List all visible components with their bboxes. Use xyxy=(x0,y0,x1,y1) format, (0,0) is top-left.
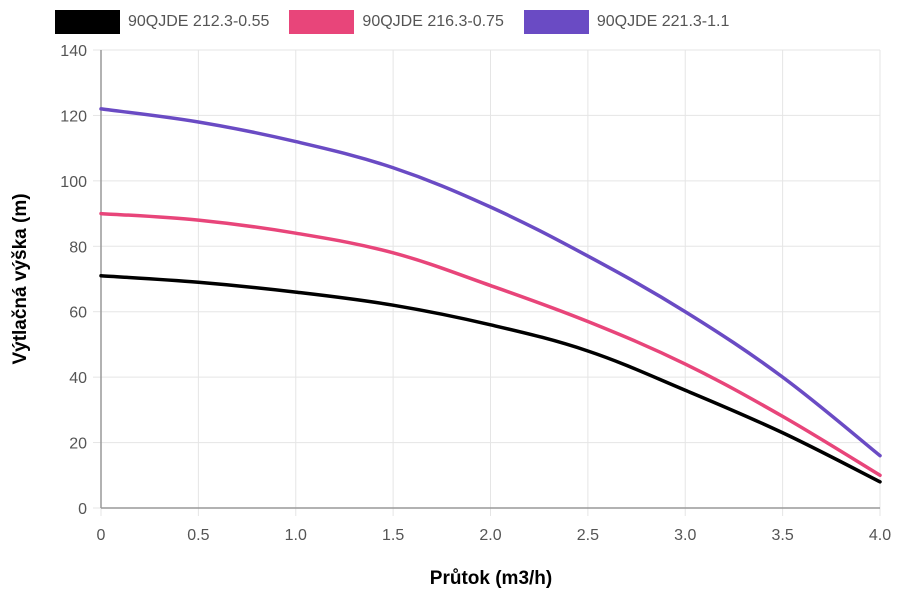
x-tick-label: 2.0 xyxy=(479,527,501,544)
x-tick-label: 0 xyxy=(97,527,106,544)
legend-label-series-2: 90QJDE 216.3-0.75 xyxy=(362,13,504,30)
y-tick-label: 80 xyxy=(69,239,87,256)
series-lines xyxy=(99,107,882,484)
series-line-2 xyxy=(99,211,882,478)
x-tick-label: 1.5 xyxy=(382,527,404,544)
legend-label-series-3: 90QJDE 221.3-1.1 xyxy=(596,13,730,30)
y-tick-label: 0 xyxy=(78,501,87,518)
legend: 90QJDE 212.3-0.55 90QJDE 216.3-0.75 90QJ… xyxy=(55,10,729,34)
y-axis-title: Výtlačná výška (m) xyxy=(10,193,31,364)
grid xyxy=(93,49,881,516)
x-tick-label: 3.5 xyxy=(772,527,794,544)
x-axis-title: Průtok (m3/h) xyxy=(430,568,552,589)
y-tick-label: 100 xyxy=(60,174,87,191)
legend-item-series-3[interactable]: 90QJDE 221.3-1.1 xyxy=(523,10,730,34)
legend-swatch-series-3 xyxy=(523,10,589,34)
x-tick-label: 0.5 xyxy=(187,527,209,544)
x-tick-label: 4.0 xyxy=(869,527,891,544)
series-line-1 xyxy=(99,273,882,484)
legend-swatch-series-2 xyxy=(289,10,355,34)
legend-item-series-1[interactable]: 90QJDE 212.3-0.55 xyxy=(55,10,269,34)
x-tick-label: 1.0 xyxy=(285,527,307,544)
y-tick-label: 60 xyxy=(69,305,87,322)
legend-swatch-series-1 xyxy=(55,10,120,34)
legend-item-series-2[interactable]: 90QJDE 216.3-0.75 xyxy=(289,10,504,34)
axes xyxy=(100,50,880,509)
y-tick-label: 20 xyxy=(69,436,87,453)
tick-labels: 0 0.5 1.0 1.5 2.0 2.5 3.0 3.5 4.0 0 20 40 60 80 100 120… xyxy=(60,43,891,544)
x-tick-label: 3.0 xyxy=(674,527,696,544)
series-line-3 xyxy=(99,107,882,458)
y-tick-label: 40 xyxy=(69,370,87,387)
legend-label-series-1: 90QJDE 212.3-0.55 xyxy=(128,13,270,30)
y-tick-label: 140 xyxy=(60,43,87,60)
y-tick-label: 120 xyxy=(60,108,87,125)
x-tick-label: 2.5 xyxy=(577,527,599,544)
